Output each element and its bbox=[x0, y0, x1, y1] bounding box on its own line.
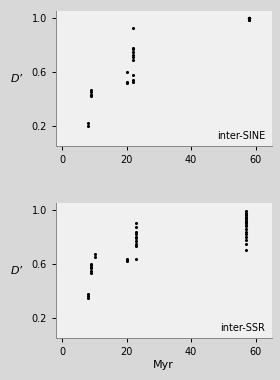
Point bbox=[244, 211, 248, 217]
Point bbox=[247, 15, 251, 21]
Point bbox=[131, 54, 136, 60]
Point bbox=[244, 219, 248, 225]
Point bbox=[134, 238, 139, 244]
Point bbox=[131, 49, 136, 55]
Point bbox=[247, 15, 251, 21]
Point bbox=[131, 57, 136, 63]
Point bbox=[86, 293, 90, 299]
Point bbox=[89, 92, 94, 98]
Point bbox=[244, 231, 248, 237]
Point bbox=[89, 270, 94, 276]
Point bbox=[247, 15, 251, 21]
Point bbox=[247, 15, 251, 21]
Point bbox=[247, 15, 251, 21]
Point bbox=[247, 15, 251, 21]
Point bbox=[131, 45, 136, 51]
Point bbox=[89, 261, 94, 267]
Point bbox=[92, 252, 97, 258]
Point bbox=[131, 52, 136, 58]
Point bbox=[244, 237, 248, 243]
Point bbox=[247, 15, 251, 21]
Point bbox=[244, 234, 248, 240]
Point bbox=[134, 235, 139, 241]
Point bbox=[86, 123, 90, 129]
Point bbox=[244, 220, 248, 226]
Point bbox=[89, 268, 94, 274]
Point bbox=[244, 214, 248, 220]
Point bbox=[131, 77, 136, 83]
Text: inter-SINE: inter-SINE bbox=[217, 131, 265, 141]
Point bbox=[86, 120, 90, 127]
Point bbox=[125, 255, 129, 261]
Point bbox=[244, 208, 248, 214]
Point bbox=[247, 15, 251, 21]
Point bbox=[125, 79, 129, 85]
Point bbox=[89, 92, 94, 98]
Point bbox=[134, 225, 139, 231]
Point bbox=[247, 16, 251, 22]
Point bbox=[86, 291, 90, 297]
Point bbox=[247, 15, 251, 21]
Point bbox=[131, 79, 136, 85]
Point bbox=[134, 231, 139, 237]
Point bbox=[89, 87, 94, 93]
Point bbox=[244, 228, 248, 234]
X-axis label: Myr: Myr bbox=[153, 360, 174, 370]
Point bbox=[247, 16, 251, 22]
Point bbox=[244, 247, 248, 253]
Point bbox=[244, 241, 248, 247]
Point bbox=[247, 15, 251, 21]
Point bbox=[125, 257, 129, 263]
Point bbox=[244, 223, 248, 229]
Point bbox=[244, 212, 248, 218]
Point bbox=[244, 210, 248, 216]
Point bbox=[131, 25, 136, 31]
Y-axis label: D’: D’ bbox=[11, 266, 23, 276]
Point bbox=[125, 80, 129, 86]
Point bbox=[247, 15, 251, 21]
Point bbox=[134, 228, 139, 234]
Point bbox=[244, 222, 248, 228]
Point bbox=[125, 69, 129, 75]
Point bbox=[247, 15, 251, 21]
Point bbox=[134, 241, 139, 247]
Point bbox=[134, 255, 139, 261]
Point bbox=[89, 262, 94, 268]
Point bbox=[247, 15, 251, 21]
Point bbox=[131, 46, 136, 52]
Point bbox=[89, 264, 94, 270]
Y-axis label: D’: D’ bbox=[11, 74, 23, 84]
Point bbox=[244, 216, 248, 222]
Point bbox=[247, 15, 251, 21]
Point bbox=[134, 243, 139, 249]
Point bbox=[86, 294, 90, 301]
Point bbox=[244, 226, 248, 232]
Point bbox=[134, 234, 139, 240]
Point bbox=[134, 220, 139, 226]
Point bbox=[247, 15, 251, 21]
Point bbox=[244, 215, 248, 221]
Point bbox=[247, 15, 251, 21]
Point bbox=[92, 254, 97, 260]
Point bbox=[131, 72, 136, 78]
Point bbox=[89, 93, 94, 100]
Point bbox=[247, 15, 251, 21]
Point bbox=[244, 218, 248, 224]
Text: inter-SSR: inter-SSR bbox=[220, 323, 265, 333]
Point bbox=[89, 89, 94, 95]
Point bbox=[125, 258, 129, 264]
Point bbox=[89, 265, 94, 271]
